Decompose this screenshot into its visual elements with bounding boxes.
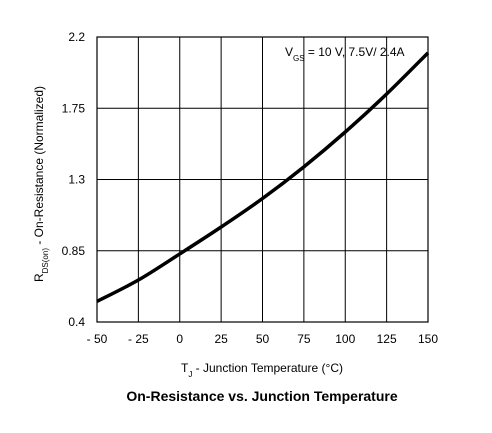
y-tick-label: 2.2 [68, 30, 85, 44]
grid [96, 36, 429, 323]
x-tick-label: 0 [176, 332, 183, 346]
y-tick-label: 1.3 [68, 173, 85, 187]
y-tick-label: 1.75 [62, 101, 86, 115]
x-tick-label: - 50 [87, 332, 108, 346]
y-axis-label: RDS(on) - On-Resistance (Normalized) [32, 86, 50, 282]
x-tick-label: 50 [256, 332, 270, 346]
x-tick-label: 150 [418, 332, 438, 346]
conditions-annotation: VGS = 10 V, 7.5V/ 2.4A [285, 45, 405, 63]
x-tick-label: 25 [214, 332, 228, 346]
x-tick-label: - 25 [128, 332, 149, 346]
series-layer [96, 51, 430, 303]
y-tick-label: 0.85 [62, 244, 86, 258]
y-tick-label: 0.4 [68, 315, 85, 329]
x-tick-label: 100 [335, 332, 355, 346]
y-tick-labels: 0.4 0.85 1.3 1.75 2.2 [62, 30, 86, 329]
plot-frame [96, 36, 429, 323]
x-tick-label: 75 [297, 332, 311, 346]
chart-title: On-Resistance vs. Junction Temperature [126, 388, 397, 404]
series-line [96, 51, 430, 303]
x-axis-label: TJ - Junction Temperature (°C) [181, 361, 343, 379]
x-tick-label: 125 [377, 332, 397, 346]
plot-border [96, 36, 429, 323]
x-tick-labels: - 50 - 25 0 25 50 75 100 125 150 [87, 332, 439, 346]
